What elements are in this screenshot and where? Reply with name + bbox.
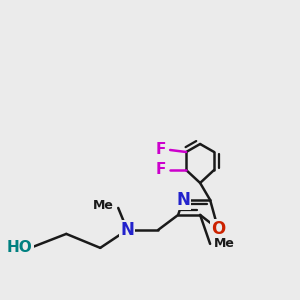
Text: HO: HO <box>7 240 32 255</box>
Text: N: N <box>176 191 190 209</box>
Text: F: F <box>156 142 166 158</box>
Text: Me: Me <box>214 237 235 250</box>
Text: N: N <box>120 221 134 239</box>
Text: F: F <box>156 163 166 178</box>
Text: Me: Me <box>93 200 114 212</box>
Text: O: O <box>211 220 225 238</box>
